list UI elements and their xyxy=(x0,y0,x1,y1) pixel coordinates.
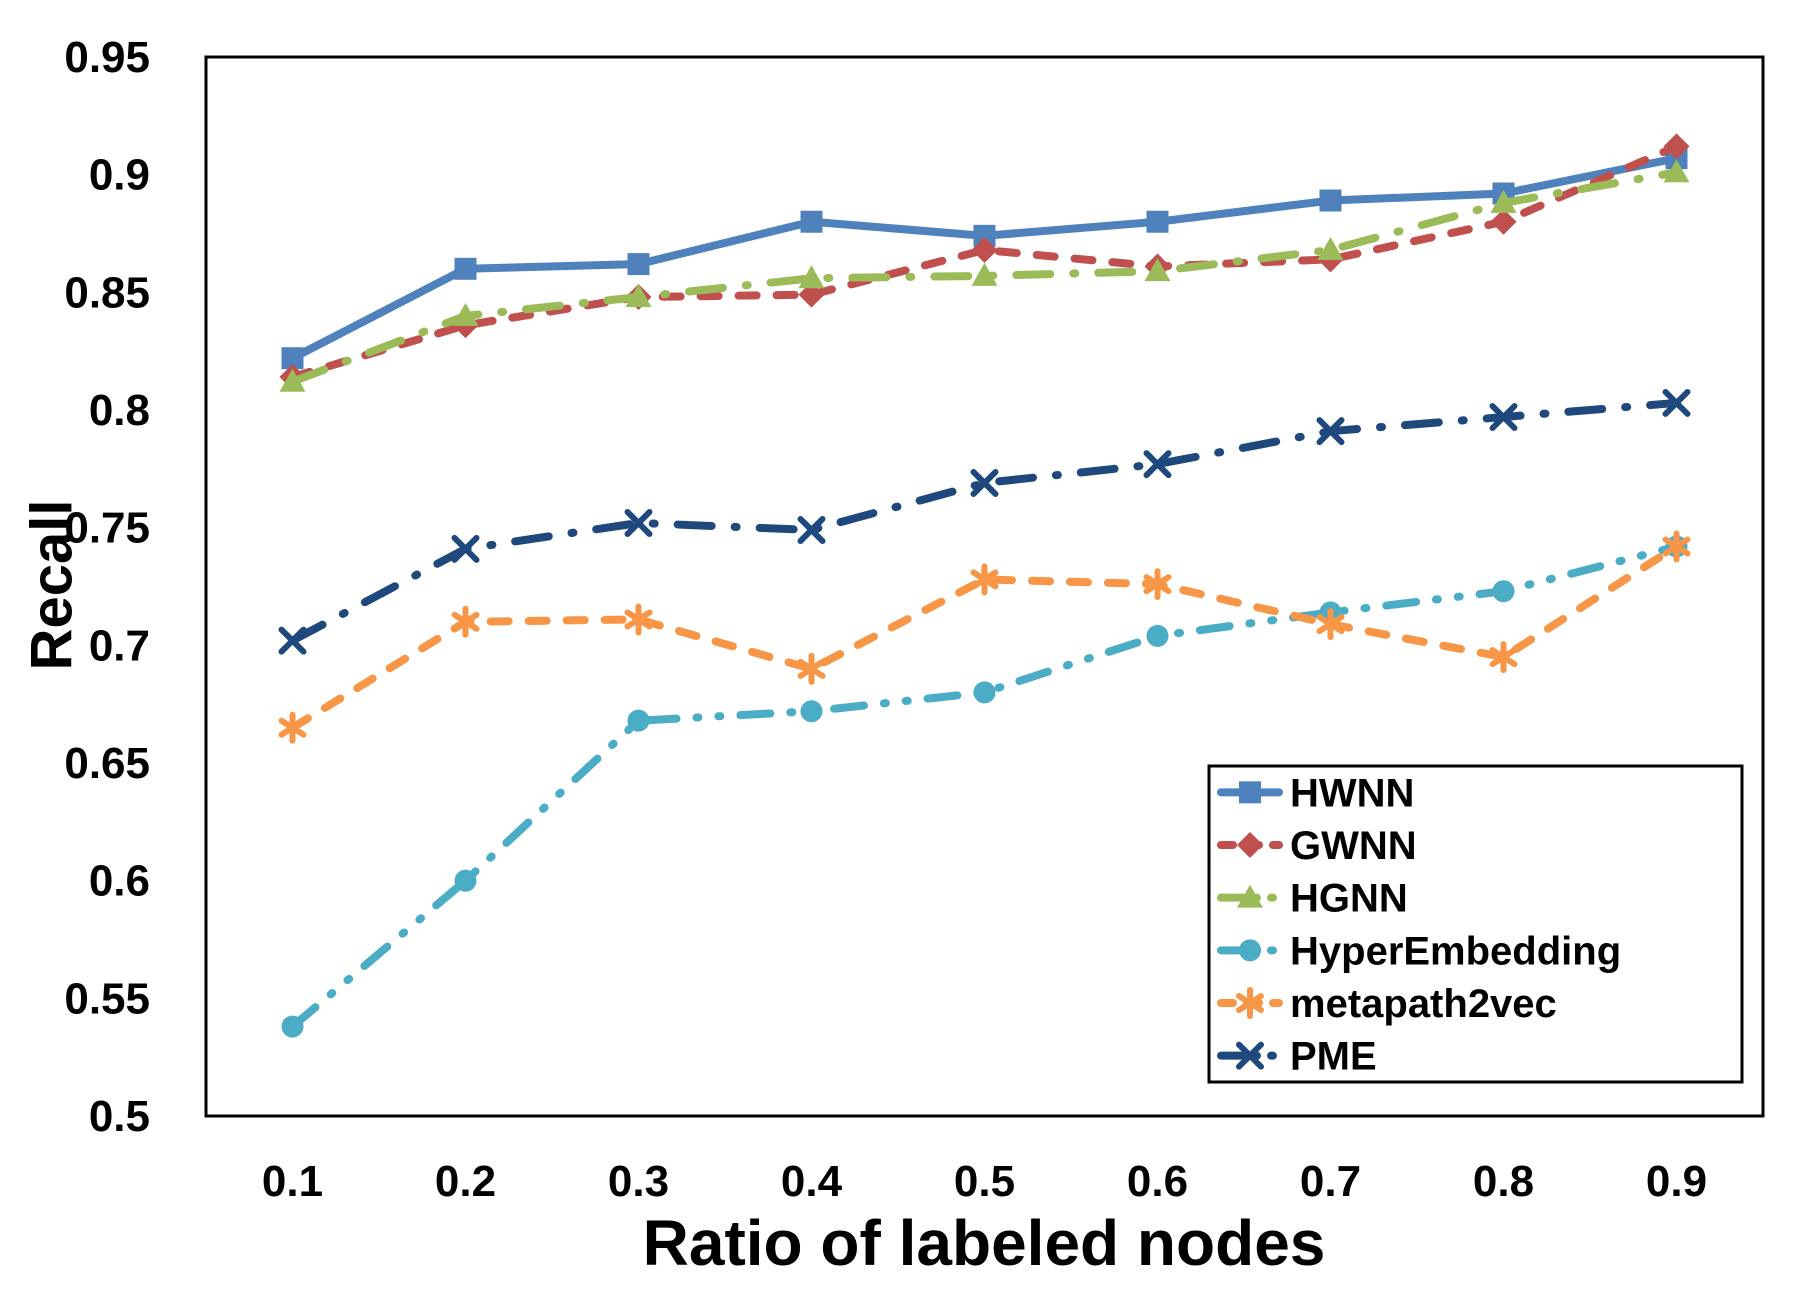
legend-item-PME: PME xyxy=(1217,1035,1377,1079)
data-point-marker-HGNN xyxy=(971,262,998,286)
series-line-HWNN xyxy=(288,154,1681,363)
legend-marker-diamond xyxy=(1237,832,1263,858)
x-tick-label: 0.9 xyxy=(1646,1157,1707,1206)
y-tick-label: 0.5 xyxy=(89,1092,150,1141)
x-tick-label: 0.7 xyxy=(1300,1157,1361,1206)
data-point-marker-PME xyxy=(970,468,999,497)
y-axis-title: Recall xyxy=(19,499,85,671)
legend-item-HyperEmbedding: HyperEmbedding xyxy=(1217,929,1621,973)
legend-marker-triangle xyxy=(1237,884,1263,908)
legend-item-metapath2vec: metapath2vec xyxy=(1217,982,1557,1026)
data-point-marker-PME xyxy=(1143,450,1172,479)
x-axis-title: Ratio of labeled nodes xyxy=(642,1207,1326,1279)
legend-label: HGNN xyxy=(1290,877,1408,921)
legend: HWNN GWNN HGNN HyperEmbedding metapath2vec PM… xyxy=(1207,764,1744,1084)
legend-box xyxy=(1207,764,1744,1084)
y-tick-label: 0.6 xyxy=(89,857,150,906)
x-tick-label: 0.4 xyxy=(781,1157,843,1206)
series-GWNN xyxy=(279,133,1690,391)
series-line-PME xyxy=(288,398,1681,645)
legend-item-HWNN: HWNN xyxy=(1217,771,1414,815)
legend-label: HWNN xyxy=(1290,771,1414,815)
x-tick-label: 0.8 xyxy=(1473,1157,1534,1206)
plot-border xyxy=(204,55,1765,1118)
data-point-marker-PME xyxy=(797,516,826,545)
data-point-marker-HyperEmbedding xyxy=(627,709,650,732)
legend-marker-x xyxy=(1236,1041,1264,1070)
data-point-marker-GWNN xyxy=(971,236,998,263)
y-tick-label: 0.55 xyxy=(64,974,150,1023)
y-tick-label: 0.7 xyxy=(89,621,150,670)
series-line-HyperEmbedding xyxy=(288,542,1681,1031)
series-PME xyxy=(278,388,1691,655)
y-tick-label: 0.75 xyxy=(64,504,150,553)
legend-label: HyperEmbedding xyxy=(1290,929,1621,973)
series-line-GWNN xyxy=(288,142,1681,382)
legend-item-HGNN: HGNN xyxy=(1217,877,1408,921)
x-tick-label: 0.2 xyxy=(435,1157,496,1206)
data-point-marker-HyperEmbedding xyxy=(973,681,996,704)
y-tick-label: 0.65 xyxy=(64,739,150,788)
x-tick-label: 0.5 xyxy=(954,1157,1015,1206)
x-tick-label: 0.6 xyxy=(1127,1157,1188,1206)
legend-marker-asterisk xyxy=(1236,987,1264,1019)
legend-marker-square xyxy=(1239,781,1261,804)
series-metapath2vec xyxy=(278,530,1691,744)
data-point-marker-HGNN xyxy=(1317,236,1344,260)
legend-label: GWNN xyxy=(1290,824,1417,868)
legend-label: PME xyxy=(1290,1035,1377,1079)
legend-marker-circle xyxy=(1239,939,1261,962)
legend-label: metapath2vec xyxy=(1290,982,1557,1026)
series-line-metapath2vec xyxy=(288,542,1681,732)
series-line-HGNN xyxy=(288,168,1681,386)
y-tick-label: 0.95 xyxy=(64,33,150,82)
data-point-marker-PME xyxy=(624,508,653,537)
y-tick-label: 0.8 xyxy=(89,386,150,435)
legend-item-GWNN: GWNN xyxy=(1217,824,1417,868)
x-tick-label: 0.1 xyxy=(262,1157,323,1206)
y-tick-label: 0.9 xyxy=(89,151,150,200)
y-tick-label: 0.85 xyxy=(64,268,150,317)
x-tick-label: 0.3 xyxy=(608,1157,669,1206)
